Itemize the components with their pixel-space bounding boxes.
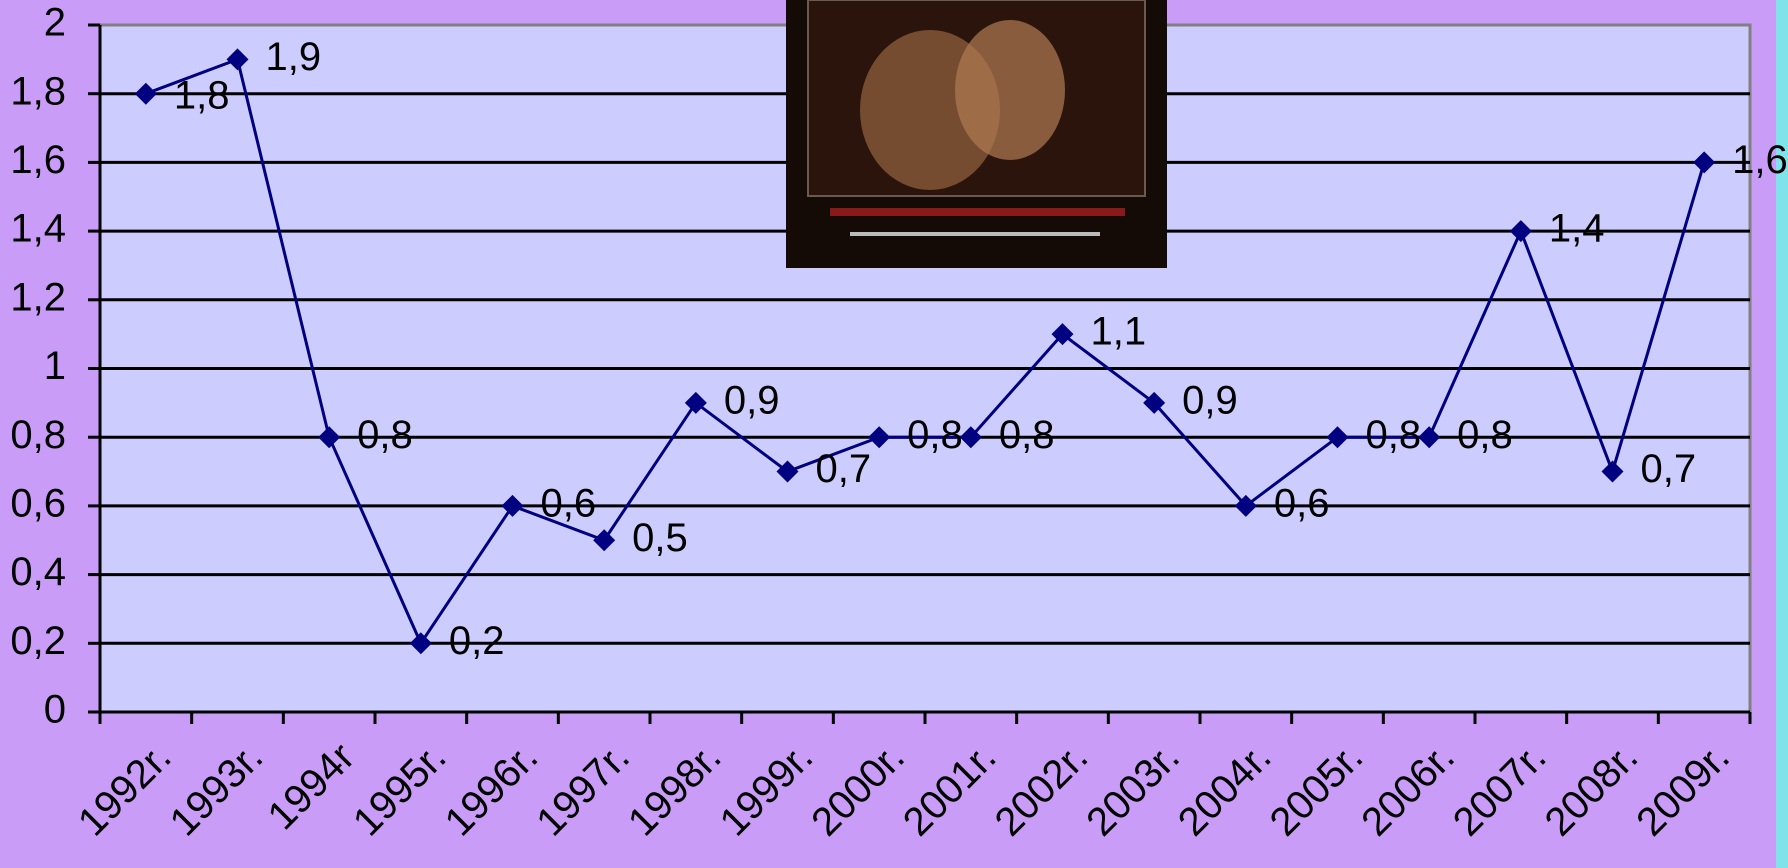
series-line bbox=[145, 57, 1706, 647]
data-label: 0,8 bbox=[1457, 413, 1513, 457]
point-marker bbox=[593, 529, 616, 552]
y-tick-label: 2 bbox=[44, 1, 66, 45]
y-tick-label: 0,2 bbox=[10, 619, 66, 663]
photo-figure bbox=[955, 20, 1065, 160]
data-label: 0,2 bbox=[449, 619, 505, 663]
data-label: 0,7 bbox=[816, 447, 872, 491]
point-marker bbox=[959, 426, 982, 449]
data-label: 0,8 bbox=[1366, 413, 1422, 457]
y-tick-label: 1,4 bbox=[10, 207, 66, 251]
point-marker bbox=[1509, 220, 1532, 243]
point-marker bbox=[318, 426, 341, 449]
y-tick-label: 1,2 bbox=[10, 275, 66, 319]
point-marker bbox=[684, 391, 707, 414]
data-label: 0,7 bbox=[1641, 447, 1697, 491]
data-label: 1,9 bbox=[266, 35, 322, 79]
point-marker bbox=[1418, 426, 1441, 449]
data-label: 1,6 bbox=[1732, 138, 1788, 182]
data-label: 0,8 bbox=[357, 413, 413, 457]
y-tick-label: 1,6 bbox=[10, 138, 66, 182]
point-marker bbox=[409, 632, 432, 655]
point-marker bbox=[1326, 426, 1349, 449]
data-label: 1,8 bbox=[174, 73, 230, 117]
y-tick-label: 0 bbox=[44, 688, 66, 732]
point-marker bbox=[501, 494, 524, 517]
data-label: 0,8 bbox=[907, 413, 963, 457]
point-marker bbox=[1693, 151, 1716, 174]
y-tick-label: 0,8 bbox=[10, 413, 66, 457]
point-marker bbox=[1601, 460, 1624, 483]
photo bbox=[786, 0, 1167, 268]
y-tick-label: 1 bbox=[44, 344, 66, 388]
y-tick-label: 1,8 bbox=[10, 69, 66, 113]
y-tick-label: 0,4 bbox=[10, 550, 66, 594]
data-label: 0,6 bbox=[1274, 481, 1330, 525]
data-label: 1,4 bbox=[1549, 207, 1605, 251]
y-tick-label: 0,6 bbox=[10, 481, 66, 525]
point-marker bbox=[226, 48, 249, 71]
data-label: 0,6 bbox=[541, 481, 597, 525]
edge-strip bbox=[1776, 0, 1788, 868]
data-label: 0,9 bbox=[724, 378, 780, 422]
point-marker bbox=[868, 426, 891, 449]
data-label: 0,5 bbox=[632, 516, 688, 560]
data-label: 0,9 bbox=[1182, 378, 1238, 422]
data-label: 0,8 bbox=[999, 413, 1055, 457]
point-marker bbox=[1143, 391, 1166, 414]
data-label: 1,1 bbox=[1091, 310, 1147, 354]
point-marker bbox=[134, 82, 157, 105]
point-marker bbox=[776, 460, 799, 483]
point-marker bbox=[1051, 323, 1074, 346]
photo-caption bbox=[850, 232, 1100, 236]
point-marker bbox=[1234, 494, 1257, 517]
photo-caption bbox=[830, 208, 1125, 216]
